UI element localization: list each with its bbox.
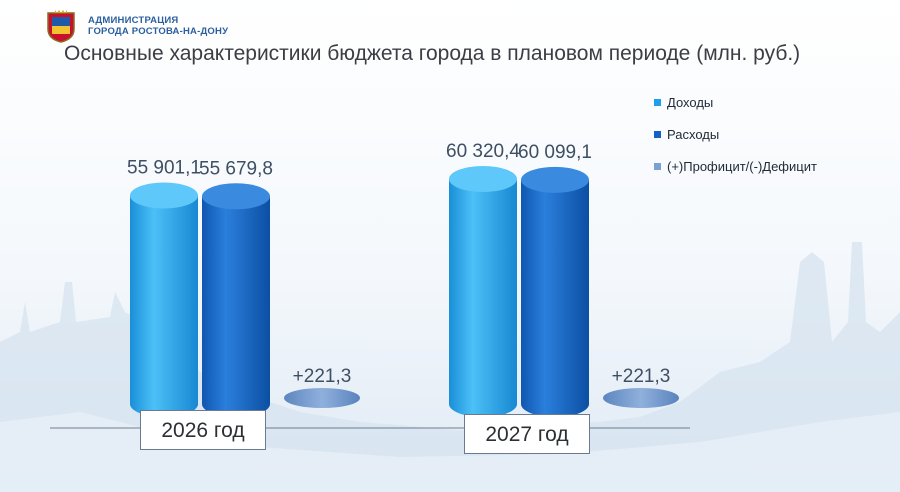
bar-expenses-2026 xyxy=(202,183,270,417)
org-name-line2: ГОРОДА РОСТОВА-НА-ДОНУ xyxy=(88,26,229,37)
header: АДМИНИСТРАЦИЯ ГОРОДА РОСТОВА-НА-ДОНУ xyxy=(44,8,228,44)
city-crest-icon xyxy=(47,10,75,43)
category-label-2027: 2027 год xyxy=(464,414,590,454)
legend-label-income: Доходы xyxy=(667,94,714,110)
data-label-surplus-2026: +221,3 xyxy=(293,366,352,387)
data-label-surplus-2027: +221,3 xyxy=(612,366,671,387)
bar-income-2026 xyxy=(130,182,198,417)
org-name-line1: АДМИНИСТРАЦИЯ xyxy=(88,15,179,26)
legend: Доходы Расходы (+)Профицит/(-)Дефицит xyxy=(654,86,817,182)
bar-income-2027 xyxy=(449,166,517,417)
data-label-expenses-2026: 55 679,8 xyxy=(199,158,273,179)
category-label-2026: 2026 год xyxy=(140,410,266,450)
bar-surplus-2026 xyxy=(284,388,360,408)
legend-swatch-expenses xyxy=(654,130,661,138)
data-label-income-2026: 55 901,1 xyxy=(127,157,201,178)
legend-label-surplus: (+)Профицит/(-)Дефицит xyxy=(667,158,817,174)
legend-swatch-surplus xyxy=(654,162,661,170)
bar-surplus-2027 xyxy=(603,388,679,408)
data-label-expenses-2027: 60 099,1 xyxy=(518,142,592,163)
legend-label-expenses: Расходы xyxy=(667,126,720,142)
legend-item-expenses: Расходы xyxy=(654,118,817,150)
legend-swatch-income xyxy=(654,98,661,106)
bar-expenses-2027 xyxy=(521,166,589,417)
legend-item-income: Доходы xyxy=(654,86,817,118)
data-label-income-2027: 60 320,4 xyxy=(446,141,520,162)
legend-item-surplus: (+)Профицит/(-)Дефицит xyxy=(654,150,817,182)
chart-title: Основные характеристики бюджета города в… xyxy=(64,42,801,65)
